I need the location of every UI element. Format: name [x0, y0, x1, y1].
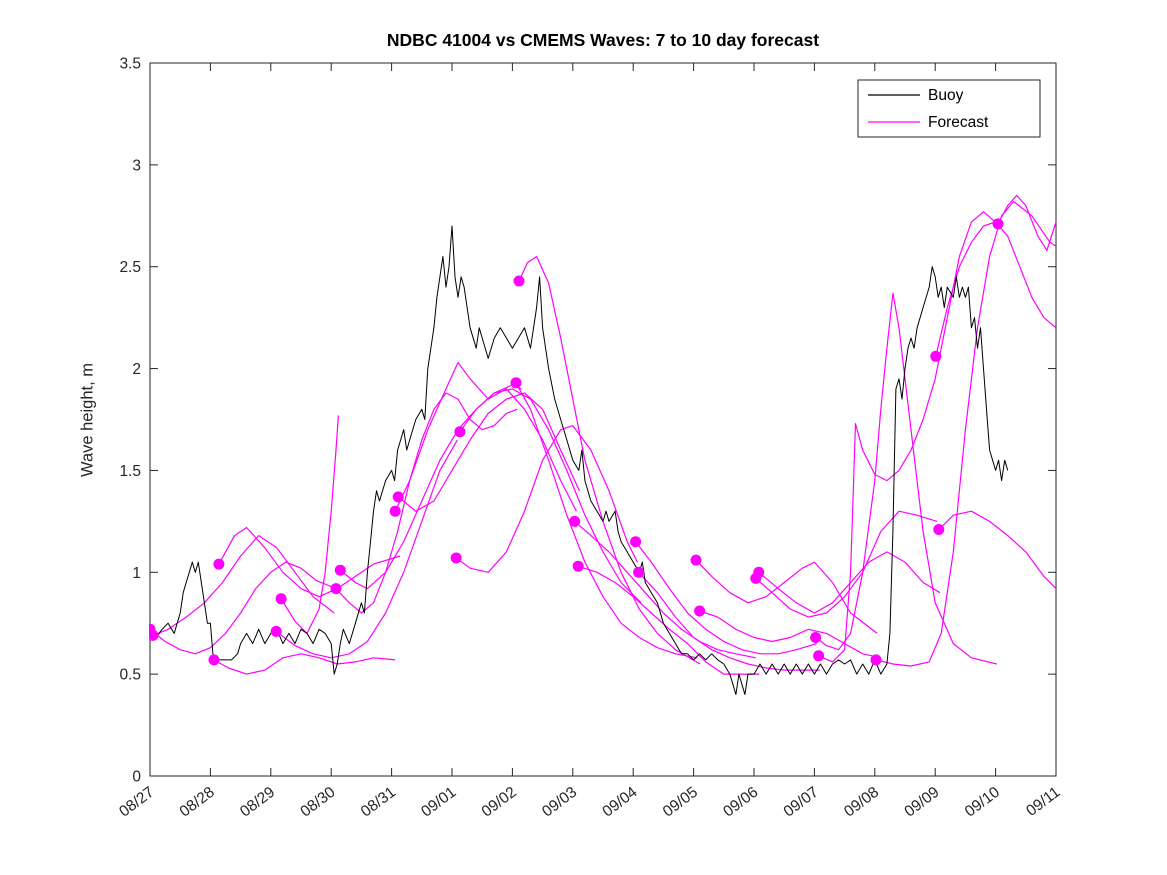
- forecast-line-1: [152, 535, 335, 636]
- forecast-start-marker-7: [334, 564, 346, 576]
- forecast-line-9: [397, 392, 580, 512]
- forecast-start-marker-12: [510, 377, 522, 389]
- forecast-start-marker-10: [450, 552, 462, 564]
- x-tick-label: 09/04: [599, 783, 641, 820]
- y-axis-label: Wave height, m: [78, 362, 97, 478]
- buoy-line: [149, 225, 1009, 695]
- legend-label-buoy: Buoy: [928, 87, 964, 104]
- x-tick-label: 09/11: [1023, 784, 1063, 820]
- x-tick-label: 09/02: [479, 784, 520, 821]
- forecast-line-8: [394, 361, 577, 512]
- forecast-start-marker-9: [392, 491, 404, 503]
- forecast-start-marker-15: [572, 560, 584, 572]
- x-tick-label: 09/10: [962, 783, 1004, 820]
- forecast-line-16: [635, 541, 817, 655]
- x-tick-label: 09/09: [901, 784, 942, 821]
- forecast-start-marker-18: [690, 554, 702, 566]
- forecast-start-marker-14: [569, 515, 581, 527]
- forecast-start-marker-22: [810, 632, 822, 643]
- forecast-start-marker-11: [454, 426, 466, 438]
- x-tick-label: 08/30: [297, 783, 339, 820]
- forecast-line-7: [339, 384, 522, 590]
- y-tick-label: 1.5: [119, 463, 141, 480]
- forecast-line-5: [280, 415, 339, 634]
- forecast-line-17: [638, 571, 820, 671]
- y-tick-label: 0.5: [119, 667, 141, 684]
- forecast-start-marker-19: [694, 605, 706, 617]
- forecast-line-21: [758, 551, 941, 614]
- x-tick-label: 08/27: [116, 784, 157, 821]
- forecast-start-marker-16: [630, 536, 642, 548]
- forecast-line-0: [149, 561, 332, 655]
- forecast-start-marker-8: [389, 505, 401, 517]
- forecast-start-marker-25: [930, 350, 942, 362]
- forecast-start-marker-26: [933, 524, 945, 535]
- forecast-line-18: [695, 559, 878, 634]
- forecast-line-23: [818, 211, 1001, 663]
- forecast-line-20: [755, 510, 938, 618]
- x-tick-label: 09/03: [539, 784, 580, 821]
- chart-title: NDBC 41004 vs CMEMS Waves: 7 to 10 day f…: [386, 30, 820, 50]
- x-tick-label: 09/08: [841, 784, 882, 821]
- forecast-line-12: [515, 382, 698, 659]
- plot-area: [149, 194, 1057, 695]
- forecast-start-marker-21: [753, 566, 765, 578]
- forecast-start-marker-5: [275, 593, 287, 605]
- y-tick-label: 2: [132, 361, 141, 378]
- forecast-start-marker-4: [270, 625, 282, 637]
- forecast-start-marker-17: [633, 566, 645, 578]
- forecast-start-marker-24: [870, 654, 882, 666]
- forecast-line-11: [459, 388, 642, 604]
- forecast-start-marker-1: [149, 629, 159, 641]
- y-tick-label: 0: [132, 769, 141, 786]
- forecast-line-26: [938, 510, 1057, 590]
- plot-box: [149, 62, 1057, 777]
- forecast-line-19: [699, 610, 881, 659]
- forecast-start-marker-27: [992, 218, 1004, 230]
- forecast-start-marker-23: [813, 650, 825, 662]
- legend: Buoy Forecast: [857, 79, 1041, 138]
- forecast-line-22: [815, 292, 997, 665]
- forecast-line-10: [455, 425, 638, 573]
- x-tick-label: 09/01: [418, 784, 459, 821]
- x-tick-label: 09/07: [781, 784, 822, 821]
- forecast-line-3: [218, 526, 401, 598]
- legend-box: [857, 79, 1041, 138]
- y-tick-label: 3: [132, 157, 141, 174]
- forecast-start-marker-3: [213, 558, 225, 570]
- y-tick-label: 3.5: [119, 56, 141, 73]
- forecast-line-6: [335, 392, 518, 614]
- forecast-start-marker-13: [513, 275, 525, 287]
- legend-label-forecast: Forecast: [928, 114, 989, 131]
- forecast-start-marker-2: [208, 654, 220, 666]
- x-tick-label: 08/31: [358, 784, 399, 821]
- y-tick-label: 1: [132, 565, 141, 582]
- forecast-line-13: [518, 255, 701, 665]
- forecast-line-2: [213, 653, 396, 675]
- forecast-line-14: [574, 520, 756, 659]
- x-tick-label: 09/05: [660, 784, 701, 821]
- forecast-line-27: [997, 194, 1057, 251]
- forecast-start-marker-6: [330, 583, 342, 595]
- x-tick-label: 08/28: [177, 784, 218, 821]
- x-tick-label: 08/29: [237, 784, 278, 821]
- x-tick-label: 09/06: [720, 784, 761, 821]
- y-tick-label: 2.5: [119, 259, 141, 276]
